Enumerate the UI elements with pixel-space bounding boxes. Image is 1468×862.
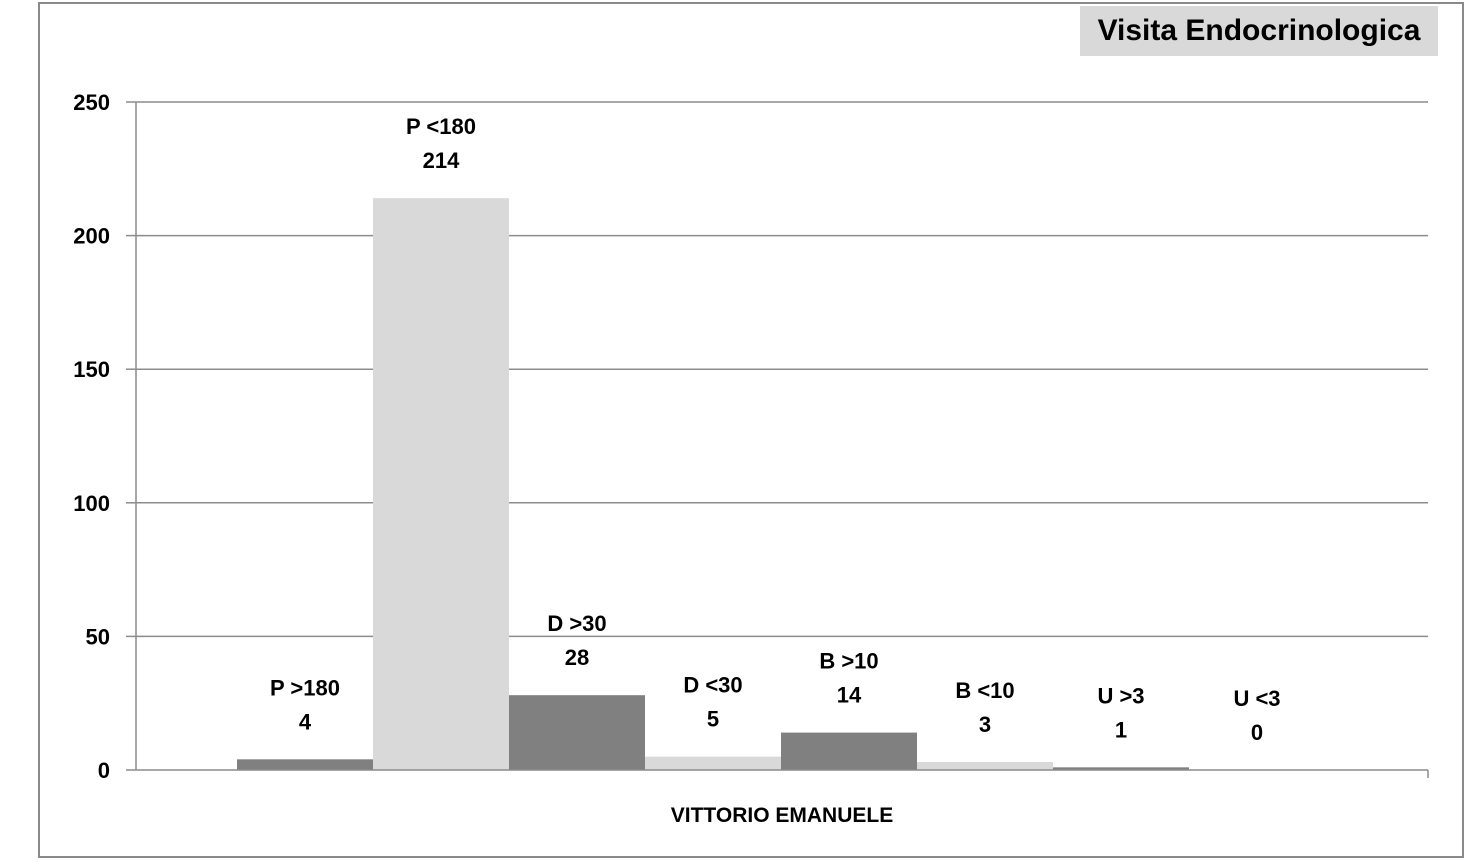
bar-6 — [917, 761, 1053, 770]
data-labels: P >180 4 P <180 214 D >30 28 D <30 5 B >10 14 B <1… — [270, 114, 1281, 745]
bar-label-name: D <30 — [683, 673, 742, 698]
bar-label-value: 1 — [1115, 717, 1127, 742]
chart-title-box: Visita Endocrinologica — [1080, 6, 1438, 56]
bar-label-value: 3 — [979, 712, 991, 737]
bar-label-name: U <3 — [1233, 686, 1280, 711]
bar-label-value: 4 — [299, 709, 312, 734]
bar-label-value: 214 — [423, 148, 460, 173]
bar-label-name: B <10 — [955, 678, 1014, 703]
y-tick-label: 100 — [73, 491, 110, 516]
chart-frame — [38, 2, 1464, 858]
bar-label-value: 0 — [1251, 720, 1263, 745]
bar-label-value: 5 — [707, 707, 719, 732]
bar-2 — [373, 198, 509, 770]
bar-4 — [645, 756, 781, 770]
y-tick-label: 50 — [86, 624, 110, 649]
bar-5 — [781, 732, 917, 770]
bar-label-name: B >10 — [819, 649, 878, 674]
bar-7 — [1053, 767, 1189, 770]
bar-label-name: P >180 — [270, 675, 340, 700]
x-axis-label: VITTORIO EMANUELE — [671, 804, 893, 827]
bar-label-name: U >3 — [1097, 683, 1144, 708]
gridlines — [136, 101, 1428, 638]
y-tick-label: 0 — [98, 758, 110, 783]
bar-3 — [509, 695, 645, 770]
y-tick-label: 250 — [73, 90, 110, 115]
bar-label-name: D >30 — [547, 611, 606, 636]
bar-label-name: P <180 — [406, 114, 476, 139]
chart-title: Visita Endocrinologica — [1097, 14, 1421, 47]
bar-label-value: 28 — [565, 645, 589, 670]
bars — [237, 198, 1189, 770]
bar-1 — [237, 759, 373, 770]
y-tick-label: 200 — [73, 224, 110, 249]
y-tick-label: 150 — [73, 357, 110, 382]
bar-label-value: 14 — [837, 683, 862, 708]
